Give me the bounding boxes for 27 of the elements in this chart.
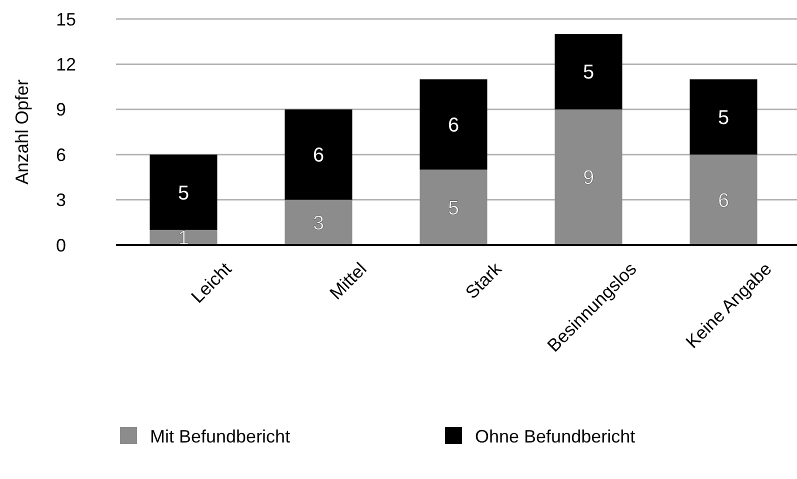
data-label: 9 xyxy=(582,167,594,190)
y-tick-label: 3 xyxy=(56,190,66,210)
data-label: 5 xyxy=(718,106,730,129)
bar xyxy=(690,154,758,245)
bar xyxy=(420,170,488,245)
bar xyxy=(554,34,622,110)
y-tick-label: 9 xyxy=(56,100,66,120)
bar xyxy=(150,154,218,230)
data-label: 5 xyxy=(178,182,190,204)
bar xyxy=(554,109,622,245)
legend-label: Mit Befundbericht xyxy=(150,426,290,446)
data-label: 3 xyxy=(312,212,324,234)
data-label: 5 xyxy=(448,197,460,220)
legend-label: Ohne Befundbericht xyxy=(475,426,636,446)
bar xyxy=(284,200,352,245)
y-axis-title: Anzahl Opfer xyxy=(12,79,32,185)
bar xyxy=(284,109,352,200)
data-label: 6 xyxy=(718,190,730,212)
y-tick-label: 6 xyxy=(56,144,66,165)
y-tick-label: 0 xyxy=(56,235,66,256)
y-tick-label: 15 xyxy=(56,9,76,30)
data-label: 6 xyxy=(448,114,460,136)
y-tick-label: 12 xyxy=(56,54,76,74)
data-label: 5 xyxy=(582,62,594,84)
bar xyxy=(420,79,488,170)
bar xyxy=(690,79,758,155)
data-label: 6 xyxy=(312,144,324,167)
